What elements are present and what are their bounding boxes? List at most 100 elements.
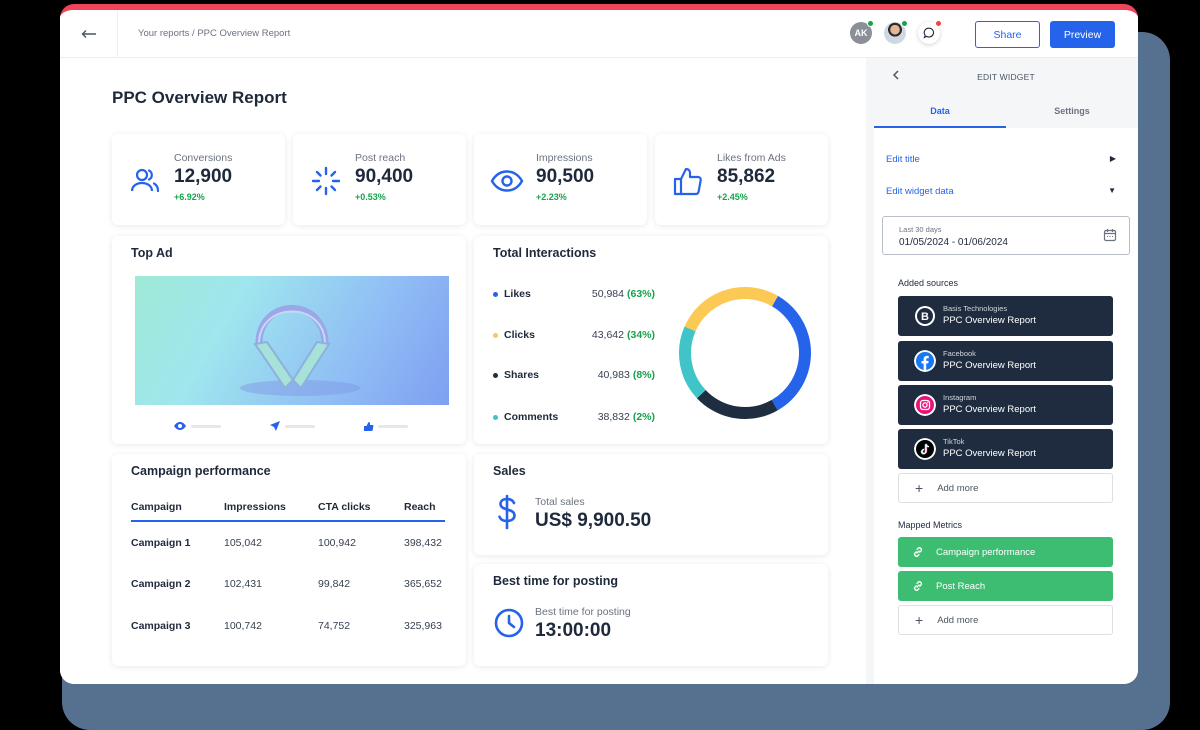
edit-title-row[interactable]: Edit title ▶	[886, 154, 1116, 165]
legend-percent: (34%)	[626, 329, 655, 341]
column-header: Impressions	[224, 494, 318, 522]
top-bar: Your reports / PPC Overview Report AK Sh…	[60, 10, 1138, 58]
kpi-label: Post reach	[355, 152, 406, 164]
source-report: PPC Overview Report	[943, 315, 1036, 326]
collaborators: AK	[850, 20, 942, 44]
tab-settings[interactable]: Settings	[1054, 106, 1090, 116]
kpi-card-conversions[interactable]: Conversions 12,900 +6.92%	[112, 134, 285, 225]
source-report: PPC Overview Report	[943, 360, 1036, 371]
widget-title: Total Interactions	[493, 246, 597, 260]
tiktok-logo-icon	[914, 438, 936, 460]
campaign-table: Campaign Impressions CTA clicks Reach Ca…	[131, 494, 445, 647]
table-cell: 325,963	[404, 620, 442, 632]
source-card-instagram[interactable]: Instagram PPC Overview Report	[898, 385, 1113, 425]
ad-image-headphones[interactable]	[135, 276, 449, 405]
placeholder-bar	[377, 424, 408, 428]
legend-label: Likes	[504, 288, 531, 300]
table-cell: 398,432	[404, 536, 442, 549]
kpi-delta: +6.92%	[174, 192, 205, 202]
avatar-photo[interactable]	[884, 20, 908, 44]
notification-dot	[935, 20, 942, 27]
placeholder-bar	[284, 424, 315, 428]
table-header-row: Campaign Impressions CTA clicks Reach	[131, 494, 445, 522]
legend-value: 40,983	[597, 369, 630, 381]
kpi-delta: +2.45%	[717, 192, 748, 202]
mapped-metric-post-reach[interactable]: Post Reach	[898, 571, 1113, 601]
online-status-dot	[901, 20, 908, 27]
page-title: PPC Overview Report	[112, 88, 287, 107]
top-ad-widget[interactable]: Top Ad	[112, 236, 466, 444]
source-name: Basis Technologies	[943, 304, 1008, 313]
source-card-basis[interactable]: B Basis Technologies PPC Overview Report	[898, 296, 1113, 336]
donut-segment-likes[interactable]	[674, 282, 816, 424]
dollar-icon	[498, 494, 516, 530]
donut-chart[interactable]	[674, 282, 816, 424]
source-name: Instagram	[943, 393, 977, 402]
total-interactions-widget[interactable]: Total Interactions Likes 50,984 (63%) Cl…	[474, 236, 828, 444]
comments-button[interactable]	[918, 20, 942, 44]
kpi-label: Impressions	[536, 152, 593, 164]
donut-segment-shares[interactable]	[674, 282, 816, 424]
source-report: PPC Overview Report	[943, 448, 1036, 459]
legend-item-clicks: Clicks 43,642 (34%)	[493, 329, 655, 341]
online-status-dot	[867, 20, 874, 27]
best-time-widget[interactable]: Best time for posting Best time for post…	[474, 564, 828, 666]
kpi-value: 90,400	[355, 166, 414, 187]
mapped-metric-campaign-performance[interactable]: Campaign performance	[898, 537, 1113, 567]
added-sources-label: Added sources	[898, 278, 959, 288]
basis-logo-icon: B	[915, 306, 935, 326]
placeholder-bar	[190, 424, 221, 428]
date-range-picker[interactable]: Last 30 days 01/05/2024 - 01/06/2024	[882, 216, 1130, 255]
share-button[interactable]: Share	[975, 21, 1040, 48]
table-row[interactable]: Campaign 1 105,042 100,942 398,432	[131, 521, 445, 563]
calendar-icon	[1103, 229, 1117, 242]
kpi-card-likes-from-ads[interactable]: Likes from Ads 85,862 +2.45%	[655, 134, 828, 225]
kpi-label: Likes from Ads	[717, 152, 786, 164]
add-more-label: Add more	[937, 614, 979, 626]
table-cell: 99,842	[318, 578, 351, 590]
tab-data[interactable]: Data	[874, 106, 1006, 128]
source-card-facebook[interactable]: Facebook PPC Overview Report	[898, 341, 1113, 381]
source-name: TikTok	[943, 437, 965, 446]
metric-value: 13:00:00	[535, 620, 612, 641]
add-source-button[interactable]: + Add more	[898, 473, 1113, 503]
chevron-left-icon	[892, 70, 899, 80]
plus-icon: +	[915, 612, 924, 628]
source-name: Facebook	[943, 349, 976, 358]
donut-segment-clicks[interactable]	[674, 282, 816, 424]
mapped-metric-label: Campaign performance	[936, 546, 1036, 558]
kpi-value: 85,862	[717, 166, 776, 187]
ad-stat-likes	[363, 420, 408, 432]
eye-icon	[490, 170, 524, 192]
edit-widget-data-row[interactable]: Edit widget data ▼	[886, 186, 1116, 197]
panel-back-button[interactable]	[892, 69, 900, 83]
arrow-left-icon	[81, 30, 96, 38]
legend-percent: (2%)	[632, 411, 655, 423]
link-icon	[913, 547, 923, 557]
source-card-tiktok[interactable]: TikTok PPC Overview Report	[898, 429, 1113, 469]
sales-widget[interactable]: Sales Total sales US$ 9,900.50	[474, 454, 828, 555]
app-window: Your reports / PPC Overview Report AK Sh…	[60, 4, 1138, 684]
legend-dot	[493, 332, 498, 338]
column-header: CTA clicks	[318, 494, 404, 522]
avatar-initials: AK	[854, 28, 868, 38]
campaign-performance-widget[interactable]: Campaign performance Campaign Impression…	[112, 454, 466, 666]
avatar-ak[interactable]: AK	[850, 20, 874, 44]
table-cell: 102,431	[224, 578, 262, 590]
back-button[interactable]	[60, 10, 118, 58]
table-row[interactable]: Campaign 2 102,431 99,842 365,652	[131, 563, 445, 605]
eye-icon	[173, 422, 186, 430]
column-header: Campaign	[131, 494, 224, 522]
chat-bubble-icon	[923, 27, 935, 39]
donut-segment-comments[interactable]	[674, 282, 816, 424]
preview-button[interactable]: Preview	[1050, 21, 1115, 48]
table-row[interactable]: Campaign 3 100,742 74,752 325,963	[131, 605, 445, 647]
date-range-label: Last 30 days	[899, 225, 942, 234]
svg-text:B: B	[921, 311, 929, 323]
legend-label: Clicks	[504, 329, 535, 341]
table-cell: Campaign 3	[131, 620, 191, 632]
kpi-card-impressions[interactable]: Impressions 90,500 +2.23%	[474, 134, 647, 225]
widget-title: Sales	[493, 464, 526, 478]
kpi-card-post-reach[interactable]: Post reach 90,400 +0.53%	[293, 134, 466, 225]
add-metric-button[interactable]: + Add more	[898, 605, 1113, 635]
